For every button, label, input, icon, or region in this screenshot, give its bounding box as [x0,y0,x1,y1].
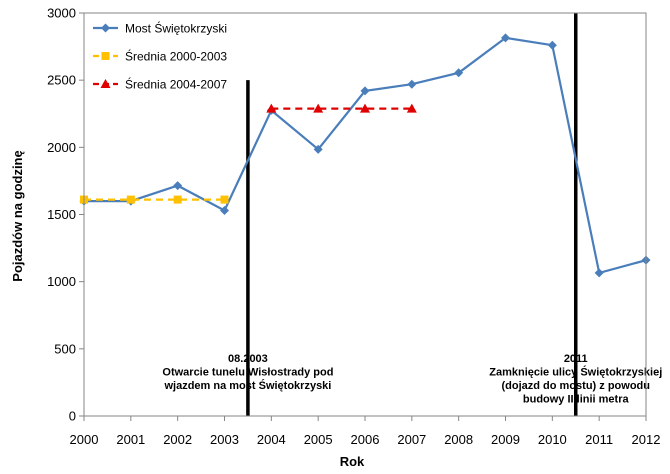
legend-entry-2: Średnia 2000-2003 [93,49,227,64]
data-point [173,195,182,204]
event-description-label: Otwarcie tunelu Wisłostrady pod [162,367,333,379]
series-line [84,36,647,275]
x-tick-label: 2003 [210,432,239,447]
legend-entry-3: Średnia 2004-2007 [93,77,227,92]
x-tick-label: 2004 [257,432,286,447]
data-point [313,144,323,154]
x-tick-label: 2006 [351,432,380,447]
legend-label: Most Świętokrzyski [125,21,227,36]
legend-label: Średnia 2004-2007 [125,77,227,92]
data-point [360,103,370,113]
legend-marker [101,52,110,60]
y-tick-label: 3000 [47,6,76,21]
axes-layer: 0 500 1000 1500 2000 2500 3000 2000 2001 2002 2003… [47,6,660,448]
series-layer [79,33,651,278]
x-tick-label: 2008 [444,432,473,447]
y-tick-label: 2000 [47,140,76,155]
y-tick-label: 1000 [47,274,76,289]
data-point [407,79,417,89]
series-3 [266,103,417,113]
y-tick-label: 2500 [47,73,76,88]
data-point [126,195,135,204]
series-2 [80,195,229,204]
x-tick-label: 2000 [70,432,99,447]
x-tick-label: 2011 [585,432,613,447]
y-tick-label: 500 [54,341,76,356]
event-date-label: 08.2003 [228,353,268,365]
plot-area-frame [83,12,647,417]
data-point [266,103,277,113]
legend-marker [101,23,110,33]
data-point [313,103,324,113]
x-tick-label: 2005 [304,432,333,447]
data-point [220,195,229,204]
data-point [406,103,417,113]
data-point [501,33,510,43]
x-tick-label: 2002 [163,432,192,447]
y-axis-title: Pojazdów na godzinę [10,150,25,281]
series-1 [79,33,651,278]
x-axis-title: Rok [340,454,365,469]
event-description-label: (dojazd do mostu) z powodu [502,380,650,392]
event-description-label: Zamknięcie ulicy Świętokrzyskiej [489,366,662,379]
event-date-label: 2011 [564,353,588,365]
legend-marker [100,79,111,88]
event-description-label: budowy II linii metra [523,394,630,406]
x-tick-label: 2007 [397,432,426,447]
x-tick-label: 2010 [538,432,567,447]
legend-entry-1: Most Świętokrzyski [93,21,227,36]
event-description-label: wjazdem na most Świętokrzyski [163,379,331,392]
x-tick-label: 2012 [632,432,661,447]
data-point [173,181,183,191]
data-point [220,205,229,215]
legend-label: Średnia 2000-2003 [125,49,227,64]
y-tick-label: 0 [69,409,76,424]
annotations-layer: 08.2003 Otwarcie tunelu Wisłostrady podwj… [162,13,662,416]
y-tick-label: 1500 [47,207,76,222]
data-point [454,68,464,78]
x-tick-label: 2001 [116,432,145,447]
data-point [360,86,370,96]
legend: Most Świętokrzyski Średnia 2000-2003 Średn… [93,21,227,92]
data-point [594,268,604,278]
x-tick-label: 2009 [491,432,520,447]
data-point [547,40,557,50]
